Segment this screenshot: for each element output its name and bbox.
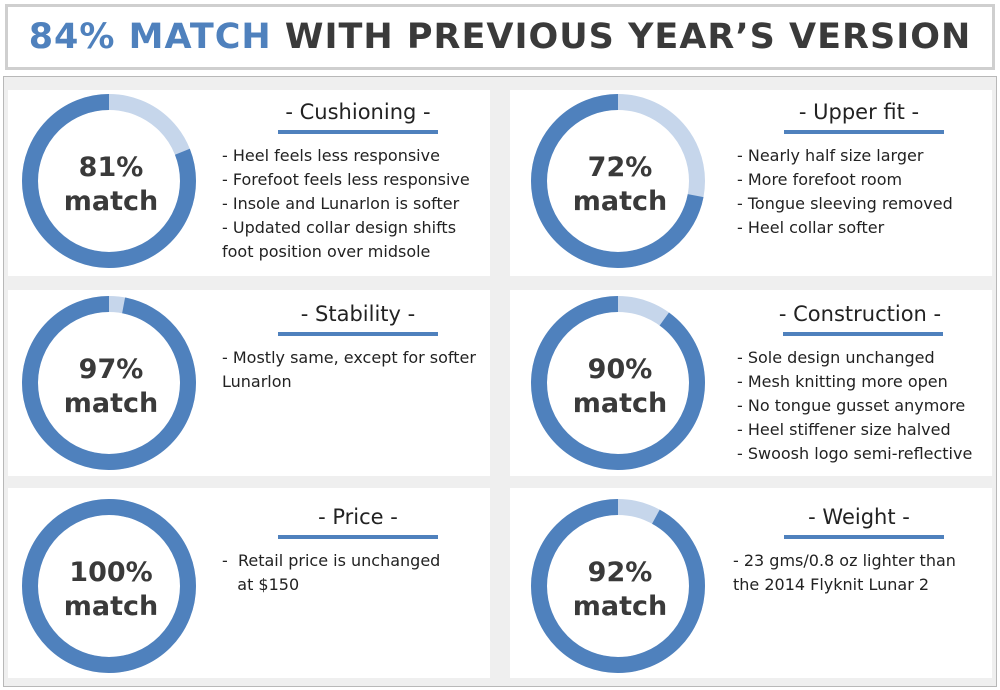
title-accent: 84% MATCH <box>28 17 272 57</box>
note-line: - 23 gms/0.8 oz lighter than <box>733 551 956 570</box>
notes-list-weight: - 23 gms/0.8 oz lighter than the 2014 Fly… <box>733 549 956 597</box>
title-banner: 84% MATCH WITH PREVIOUS YEAR’S VERSION <box>5 4 995 70</box>
heading-underline-upperfit <box>784 130 944 134</box>
notes-list-cushioning: - Heel feels less responsive - Forefoot f… <box>222 144 470 264</box>
notes-list-price: - Retail price is unchanged at $150 <box>222 549 440 597</box>
heading-underline-cushioning <box>278 130 438 134</box>
note-line: - Mostly same, except for softer <box>222 348 476 367</box>
notes-list-stability: - Mostly same, except for softer Lunarlon <box>222 346 476 394</box>
note-line: - Heel collar softer <box>737 218 885 237</box>
note-line: - Forefoot feels less responsive <box>222 170 470 189</box>
note-line: the 2014 Flyknit Lunar 2 <box>733 575 930 594</box>
card-heading-construction: - Construction - <box>778 302 942 326</box>
title-rest: WITH PREVIOUS YEAR’S VERSION <box>284 17 972 57</box>
heading-underline-construction <box>783 332 943 336</box>
note-line: - Swoosh logo semi-reflective <box>737 444 973 463</box>
note-line: - No tongue gusset anymore <box>737 396 966 415</box>
page-title: 84% MATCH WITH PREVIOUS YEAR’S VERSION <box>29 17 972 57</box>
note-line: - Heel stiffener size halved <box>737 420 951 439</box>
note-line: - Mesh knitting more open <box>737 372 948 391</box>
card-heading-upperfit: - Upper fit - <box>798 100 920 124</box>
note-line: - Nearly half size larger <box>737 146 924 165</box>
heading-underline-weight <box>784 535 944 539</box>
note-line: Lunarlon <box>222 372 292 391</box>
note-line: - Updated collar design shifts <box>222 218 457 237</box>
card-heading-weight: - Weight - <box>808 505 910 529</box>
note-line: - Insole and Lunarlon is softer <box>222 194 460 213</box>
note-line: at $150 <box>222 575 300 594</box>
card-heading-stability: - Stability - <box>300 302 416 326</box>
note-line: - Sole design unchanged <box>737 348 935 367</box>
card-heading-cushioning: - Cushioning - <box>285 100 431 124</box>
note-line: foot position over midsole <box>222 242 431 261</box>
note-line: - Heel feels less responsive <box>222 146 440 165</box>
notes-list-construction: - Sole design unchanged - Mesh knitting m… <box>737 346 972 466</box>
heading-underline-price <box>278 535 438 539</box>
notes-list-upperfit: - Nearly half size larger - More forefoot… <box>737 144 953 240</box>
card-heading-price: - Price - <box>318 505 398 529</box>
note-line: - Tongue sleeving removed <box>737 194 953 213</box>
note-line: - Retail price is unchanged <box>222 551 441 570</box>
heading-underline-stability <box>278 332 438 336</box>
note-line: - More forefoot room <box>737 170 903 189</box>
